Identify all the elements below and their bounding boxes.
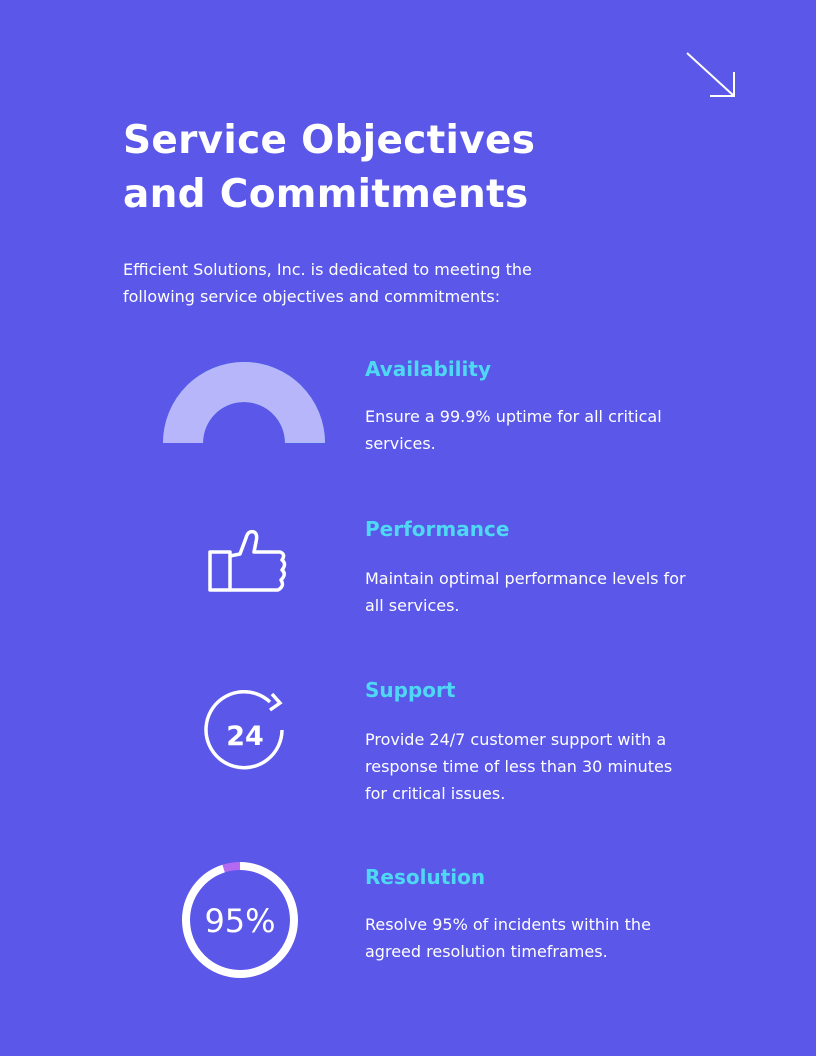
- resolution-title: Resolution: [365, 865, 486, 889]
- support-text: Provide 24/7 customer support with a res…: [365, 730, 673, 803]
- arrow-down-right-icon: [686, 52, 735, 97]
- 24-label: 24: [226, 721, 264, 752]
- ring-percent-label: 95%: [204, 902, 275, 940]
- page-title: Service Objectives and Commitments: [123, 118, 536, 217]
- thumbs-up-icon: [208, 529, 287, 592]
- performance-text: Maintain optimal performance levels for …: [365, 569, 686, 615]
- availability-title: Availability: [365, 357, 491, 381]
- intro-text: Efficient Solutions, Inc. is dedicated t…: [123, 260, 532, 306]
- resolution-ring: 95%: [182, 862, 298, 978]
- performance-title: Performance: [365, 517, 510, 541]
- availability-text: Ensure a 99.9% uptime for all critical s…: [365, 407, 662, 453]
- 24-hour-icon: 24: [204, 690, 284, 770]
- support-title: Support: [365, 678, 456, 702]
- resolution-text: Resolve 95% of incidents within the agre…: [365, 915, 651, 961]
- availability-gauge: [163, 362, 325, 443]
